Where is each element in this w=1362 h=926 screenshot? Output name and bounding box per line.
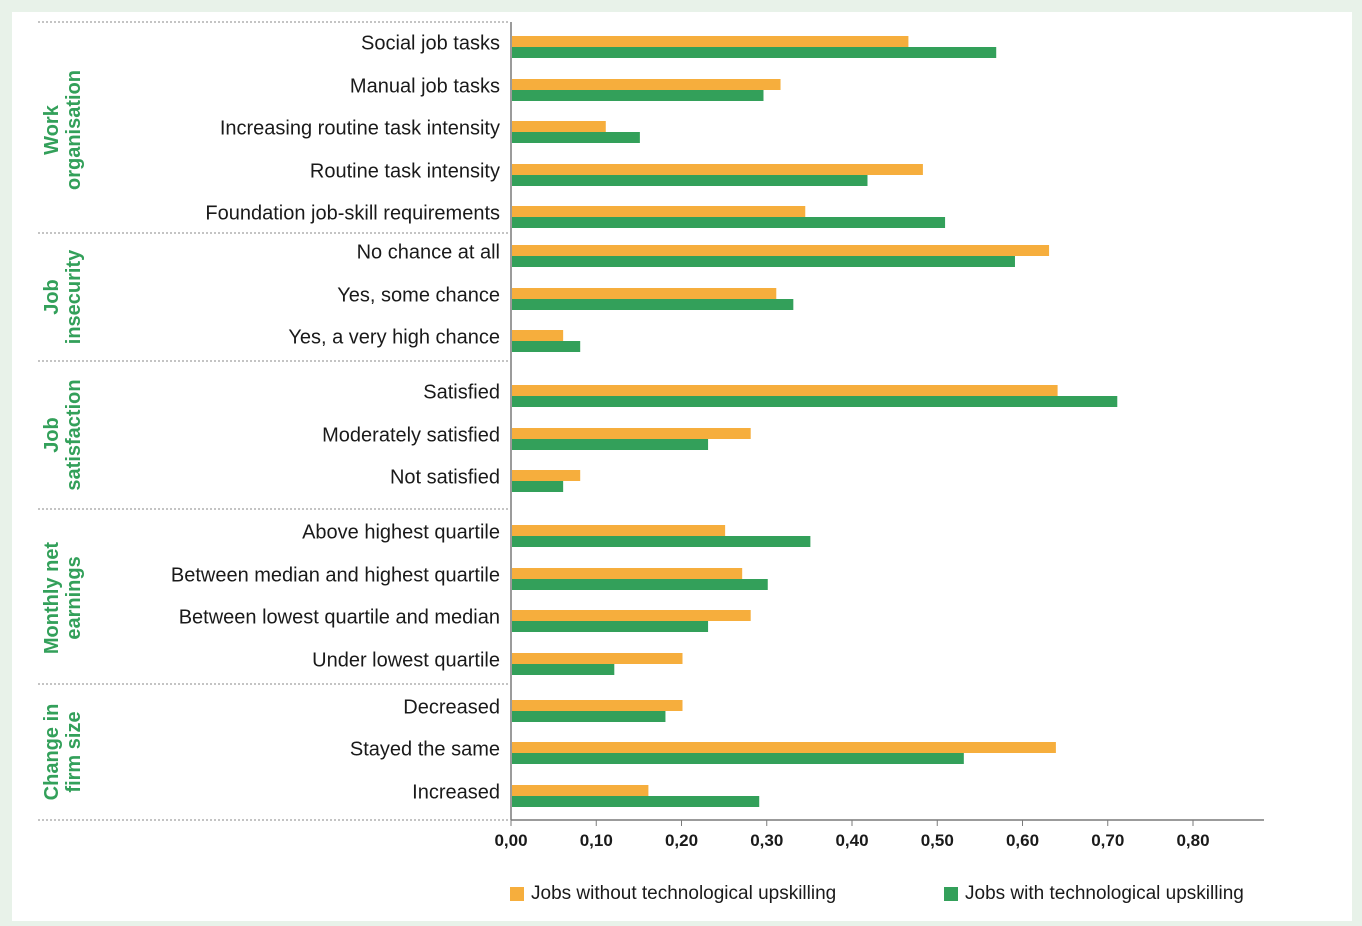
bar-with-upskilling [512, 175, 868, 186]
category-label: Above highest quartile [302, 521, 500, 543]
bar-without-upskilling [512, 385, 1058, 396]
bar-with-upskilling [512, 711, 666, 722]
bar-without-upskilling [512, 206, 806, 217]
category-label: Increased [412, 781, 500, 803]
legend-swatch-without [510, 887, 524, 901]
legend-label-without: Jobs without technological upskilling [531, 883, 836, 904]
chart-panel: 0,00 0,10 0,20 0,30 0,40 0,50 0,60 0,70 0,80 Work… [12, 12, 1352, 921]
category-label: Social job tasks [361, 32, 500, 54]
legend-swatch-with [944, 887, 958, 901]
bar-without-upskilling [512, 742, 1056, 753]
group-label: Jobinsecurity [41, 249, 85, 344]
bar-with-upskilling [512, 796, 760, 807]
bar-with-upskilling [512, 439, 709, 450]
x-tick-label: 0,40 [835, 831, 868, 850]
bar-without-upskilling [512, 568, 743, 579]
bar-with-upskilling [512, 753, 964, 764]
category-label: Between lowest quartile and median [179, 606, 500, 628]
category-label: Increasing routine task intensity [220, 117, 500, 139]
category-label: No chance at all [357, 241, 500, 263]
category-label: Yes, some chance [337, 284, 500, 306]
bar-without-upskilling [512, 164, 923, 175]
bar-with-upskilling [512, 536, 811, 547]
category-label: Yes, a very high chance [288, 326, 500, 348]
bar-without-upskilling [512, 79, 781, 90]
bar-with-upskilling [512, 47, 997, 58]
legend-label-with: Jobs with technological upskilling [965, 883, 1244, 904]
bar-without-upskilling [512, 653, 683, 664]
x-tick-label: 0,30 [750, 831, 783, 850]
x-tick-label: 0,70 [1091, 831, 1124, 850]
category-label: Under lowest quartile [312, 649, 500, 671]
category-label: Decreased [403, 696, 500, 718]
group-label: Change infirm size [41, 704, 85, 801]
bar-without-upskilling [512, 245, 1050, 256]
group-label: Workorganisation [41, 70, 85, 190]
category-label: Between median and highest quartile [171, 564, 500, 586]
bar-without-upskilling [512, 525, 726, 536]
category-label: Manual job tasks [350, 75, 500, 97]
category-label: Foundation job-skill requirements [205, 202, 500, 224]
bar-with-upskilling [512, 217, 946, 228]
x-tick-label: 0,00 [494, 831, 527, 850]
bar-with-upskilling [512, 90, 764, 101]
x-tick-label: 0,50 [921, 831, 954, 850]
bar-without-upskilling [512, 428, 751, 439]
x-tick-label: 0,60 [1006, 831, 1039, 850]
bar-with-upskilling [512, 664, 615, 675]
bar-with-upskilling [512, 341, 581, 352]
bar-without-upskilling [512, 700, 683, 711]
category-label: Stayed the same [350, 738, 500, 760]
bar-with-upskilling [512, 621, 709, 632]
bar-without-upskilling [512, 785, 649, 796]
category-label: Moderately satisfied [322, 424, 500, 446]
bar-with-upskilling [512, 256, 1015, 267]
group-label: Monthly netearnings [41, 542, 85, 655]
x-tick-label: 0,10 [580, 831, 613, 850]
category-label: Satisfied [423, 381, 500, 403]
bar-with-upskilling [512, 396, 1118, 407]
group-label: Jobsatisfaction [41, 379, 85, 490]
bar-without-upskilling [512, 610, 751, 621]
bar-without-upskilling [512, 121, 606, 132]
bar-with-upskilling [512, 481, 564, 492]
bar-without-upskilling [512, 288, 777, 299]
bar-without-upskilling [512, 470, 581, 481]
category-label: Not satisfied [390, 466, 500, 488]
bar-with-upskilling [512, 299, 794, 310]
x-tick-label: 0,20 [665, 831, 698, 850]
bar-without-upskilling [512, 36, 909, 47]
x-tick-label: 0,80 [1176, 831, 1209, 850]
bar-chart: 0,00 0,10 0,20 0,30 0,40 0,50 0,60 0,70 0,80 Work… [38, 21, 1264, 904]
category-label: Routine task intensity [310, 160, 500, 182]
bar-with-upskilling [512, 579, 768, 590]
bar-with-upskilling [512, 132, 640, 143]
bar-without-upskilling [512, 330, 564, 341]
